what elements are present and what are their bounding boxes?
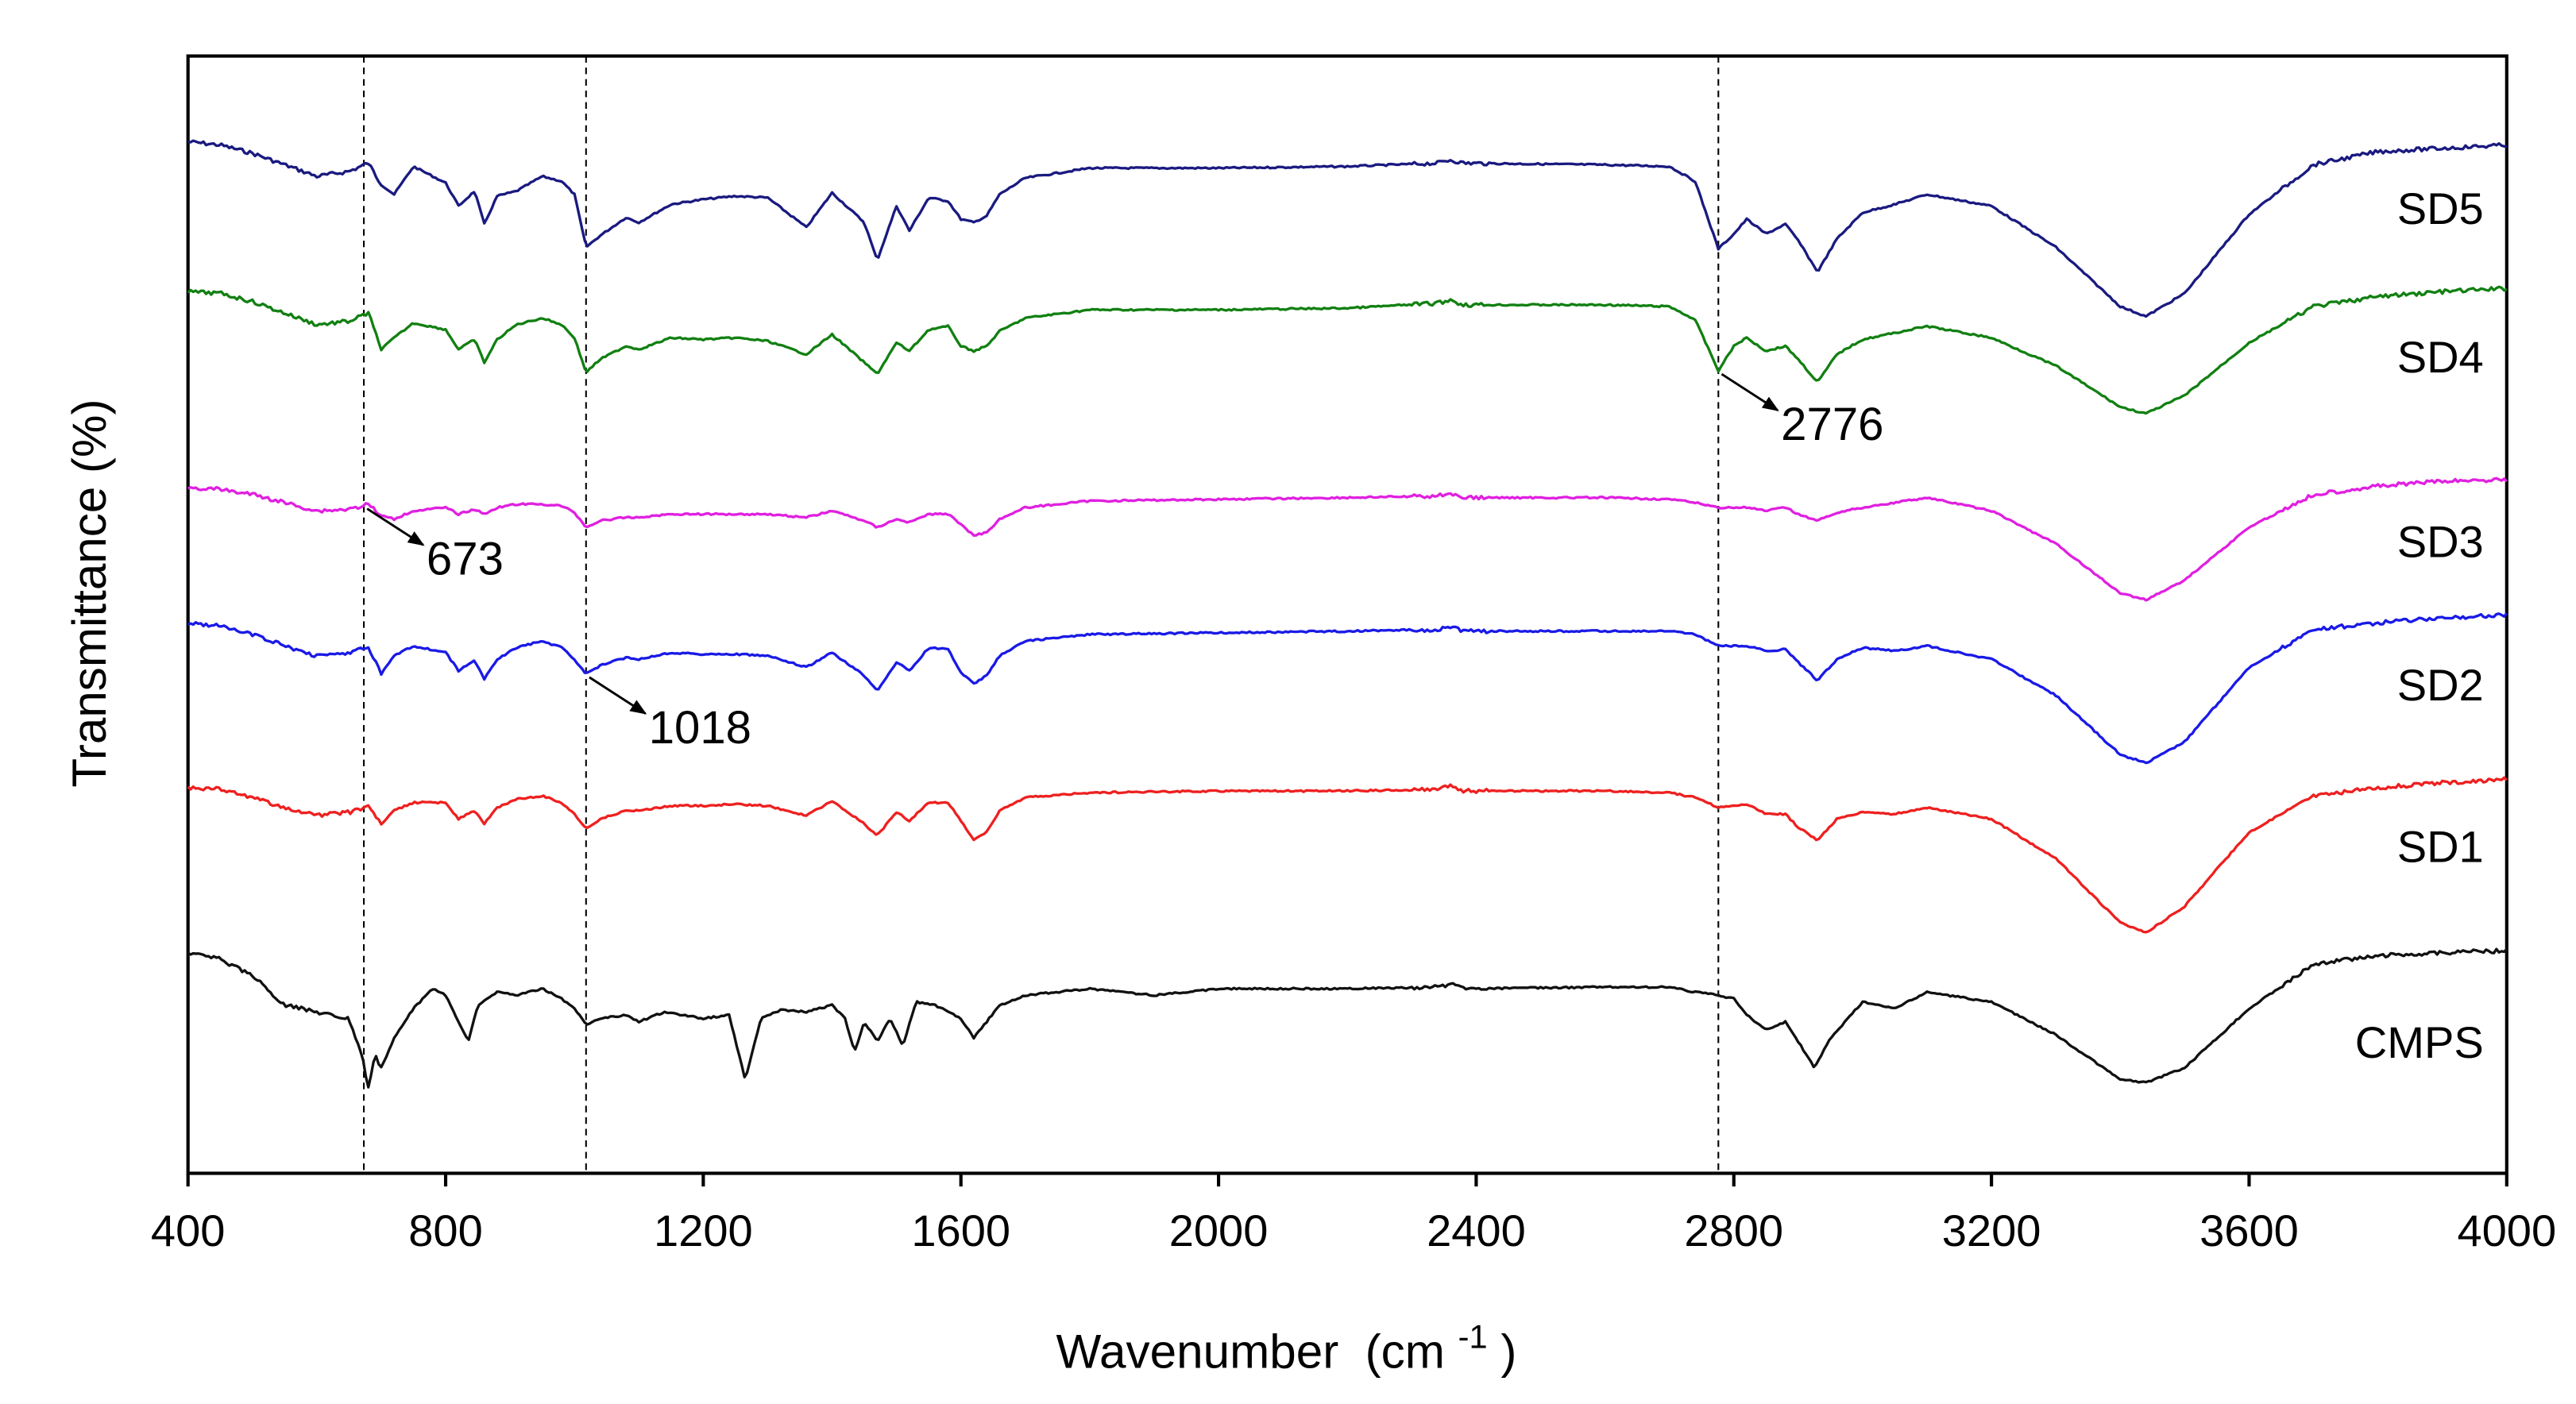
- annotation-arrow: [1721, 372, 1779, 411]
- x-tick-label: 2000: [1169, 1205, 1269, 1256]
- x-tick-label: 3600: [2199, 1205, 2299, 1256]
- annotation-label: 673: [427, 534, 504, 585]
- x-tick-label: 800: [408, 1205, 483, 1256]
- annotation-label: 2776: [1781, 399, 1883, 450]
- series-label-cmps: CMPS: [2355, 1017, 2484, 1067]
- x-axis-label: Wavenumber (cm -1 ): [1056, 1305, 1516, 1378]
- x-axis-label-main: Wavenumber: [1056, 1325, 1338, 1378]
- x-tick-label: 3200: [1942, 1205, 2041, 1256]
- x-tick-label: 2800: [1684, 1205, 1783, 1256]
- series-label-sd4: SD4: [2397, 332, 2484, 382]
- x-tick-label: 1600: [911, 1205, 1010, 1256]
- y-axis-label: Transmittance (%): [63, 399, 116, 787]
- annotations: 673 1018 2776: [366, 372, 1884, 754]
- x-axis-label-unit: (cm: [1365, 1325, 1445, 1378]
- x-tick-label: 1200: [654, 1205, 753, 1256]
- x-tick-label: 400: [151, 1205, 226, 1256]
- x-axis-label-exp: -1: [1458, 1317, 1488, 1355]
- series-line-sd4: [187, 285, 2508, 415]
- series-label-sd2: SD2: [2397, 660, 2484, 710]
- series-label-sd1: SD1: [2397, 821, 2484, 871]
- series-line-sd3: [187, 476, 2508, 602]
- x-axis-label-close: ): [1500, 1325, 1516, 1378]
- series-line-sd1: [187, 776, 2508, 934]
- annotation-arrow: [589, 676, 647, 715]
- series-label-sd5: SD5: [2397, 183, 2484, 233]
- reference-lines: [363, 56, 1720, 1174]
- series-line-sd2: [187, 612, 2508, 765]
- plot-frame: [186, 54, 2508, 1175]
- x-axis-ticks: 400 800 1200 1600 2000 2400 2800 3200 3600 4000: [151, 1173, 2556, 1256]
- annotation-label: 1018: [649, 702, 751, 754]
- x-tick-label: 2400: [1427, 1205, 1526, 1256]
- x-tick-label: 4000: [2457, 1205, 2556, 1256]
- series-line-cmps: [187, 947, 2508, 1089]
- series-label-sd3: SD3: [2397, 516, 2484, 566]
- series-group: SD5 SD4 SD3 SD2 SD1 CMPS: [187, 139, 2508, 1089]
- series-line-sd5: [187, 139, 2507, 318]
- annotation-arrow: [366, 507, 425, 546]
